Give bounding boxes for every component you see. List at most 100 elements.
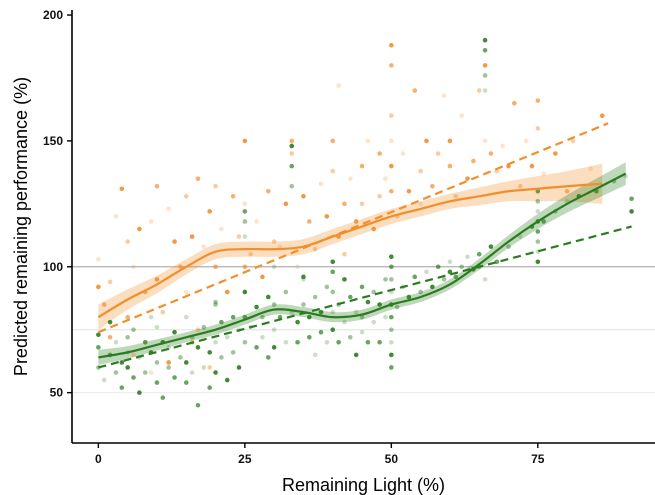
green-point [535,209,541,214]
green-point [394,304,400,310]
orange-point [471,158,476,164]
green-point [137,390,142,395]
green-point [271,345,277,350]
orange-point [131,352,136,358]
orange-point [260,274,265,280]
orange-point [570,138,576,144]
green-point [96,345,101,350]
green-point [219,355,224,360]
green-point [242,219,248,224]
orange-point [307,219,312,224]
green-point [353,309,359,315]
green-point [207,350,212,355]
orange-point [166,206,171,212]
green-point [330,259,336,265]
green-point [213,340,218,345]
green-point [224,377,230,383]
green-point [365,299,371,305]
orange-point [154,183,160,189]
green-point [482,73,488,78]
green-point [318,309,324,315]
orange-point [359,201,365,207]
orange-point [383,176,388,181]
x-tick-label: 50 [385,452,399,466]
green-point [265,355,271,360]
orange-point [324,214,330,219]
green-point [131,327,136,333]
green-point [535,188,541,194]
green-point [107,319,113,325]
green-point [324,340,330,345]
green-point [178,355,183,360]
orange-point [564,188,570,194]
green-point [389,327,394,333]
orange-point [201,244,207,249]
orange-confidence-band [98,163,603,330]
orange-point [195,176,201,181]
orange-point [500,143,505,149]
green-point [219,319,224,325]
green-point [301,274,306,280]
orange-point [230,193,236,199]
green-point [166,365,171,370]
orange-point [101,302,107,307]
orange-point [330,138,336,144]
green-point [383,277,388,282]
orange-point [389,138,394,144]
green-point [242,234,248,239]
green-point [377,340,382,345]
green-point [482,88,488,93]
green-point [353,352,359,358]
orange-point [389,113,394,119]
green-point [154,360,160,365]
green-point [330,269,336,275]
green-point [342,277,347,282]
green-point [301,302,306,307]
green-point [330,289,336,295]
orange-point [342,251,347,257]
green-point [142,340,148,345]
green-point [371,319,377,325]
green-point [260,334,265,340]
orange-point [377,151,382,156]
orange-point [160,309,166,315]
green-point [289,183,295,189]
green-point [131,375,136,380]
green-point [154,324,160,330]
green-point [271,264,277,270]
orange-point [482,138,488,144]
orange-point [389,42,394,48]
orange-point [254,219,259,224]
green-point [488,244,494,249]
orange-point [506,163,511,169]
green-point [265,294,271,300]
green-point [418,289,423,295]
green-point [629,209,634,214]
orange-point [535,126,541,131]
orange-point [224,289,230,295]
orange-point [517,183,523,189]
orange-point [553,151,558,156]
x-tick-label: 25 [238,452,252,466]
green-point [160,395,166,400]
orange-point [119,186,125,192]
y-axis-title: Predicted remaining performance (%) [11,77,31,376]
orange-point [207,209,212,214]
green-smooth-line [98,172,627,359]
orange-point [178,264,183,270]
green-point [412,274,418,280]
orange-point [301,193,306,199]
orange-point [242,264,248,270]
orange-point [424,138,429,144]
green-point [213,299,218,305]
green-point [201,324,207,330]
orange-point [330,168,336,174]
green-point [271,302,277,307]
green-point [482,47,488,53]
green-point [453,274,459,280]
green-point [254,304,259,310]
green-point [330,327,336,333]
green-point [406,294,412,300]
x-tick-label: 0 [95,452,102,466]
